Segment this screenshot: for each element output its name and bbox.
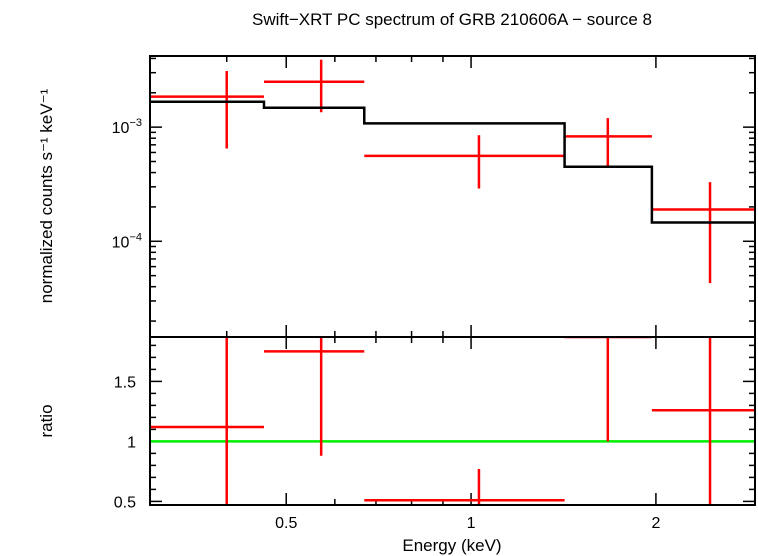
ratio-plot-area (150, 337, 755, 505)
chart-title: Swift−XRT PC spectrum of GRB 210606A − s… (252, 10, 652, 29)
spectrum-frame (149, 55, 756, 338)
spectrum-y-tick-base: 10 (112, 234, 130, 251)
spectrum-y-tick-label: 10−3 (112, 117, 142, 137)
spectrum-panel: 10−310−4 (112, 55, 756, 338)
spectrum-y-tick-label: 10−4 (112, 231, 142, 251)
spectrum-y-axis-label: normalized counts s⁻¹ keV⁻¹ (37, 88, 56, 303)
x-axis-label: Energy (keV) (402, 536, 501, 555)
model-step-line (150, 100, 755, 224)
x-tick-label: 2 (651, 515, 660, 532)
x-tick-label: 1 (467, 515, 476, 532)
spectrum-plot-area (150, 59, 755, 284)
ratio-panel: 0.5 1 1.5 (114, 336, 756, 511)
ratio-frame (149, 336, 756, 506)
x-tick-label: 0.5 (275, 515, 297, 532)
ratio-y-tick-label: 1 (127, 434, 136, 451)
ratio-y-axis-label: ratio (37, 404, 56, 437)
ratio-y-tick-label: 0.5 (114, 494, 136, 511)
spectrum-y-tick-exponent: −3 (129, 117, 142, 129)
spectrum-y-tick-base: 10 (112, 120, 130, 137)
ratio-y-tick-label: 1.5 (114, 374, 136, 391)
spectrum-y-tick-exponent: −4 (129, 231, 142, 243)
